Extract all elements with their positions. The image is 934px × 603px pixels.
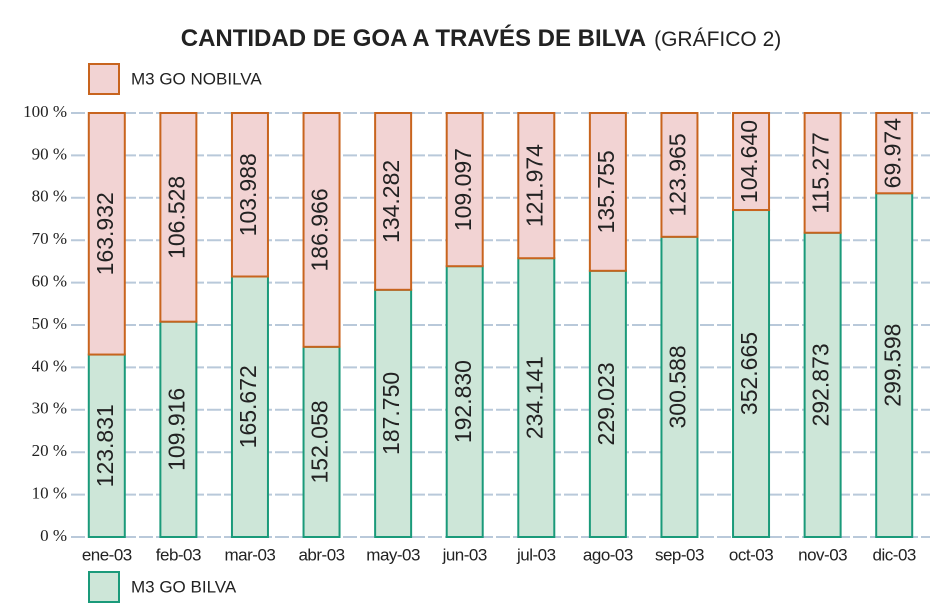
value-label: 121.974	[521, 144, 547, 227]
x-tick-label: abr-03	[298, 545, 344, 564]
value-label: 352.665	[736, 332, 762, 415]
value-label: 165.672	[235, 365, 261, 448]
value-label: 109.916	[163, 388, 189, 471]
value-label: 187.750	[378, 372, 404, 455]
legend-label: M3 GO BILVA	[131, 577, 237, 596]
bar-segment	[230, 112, 269, 278]
x-tick-label: oct-03	[729, 545, 773, 564]
bar-segment	[875, 112, 914, 195]
chart-title: CANTIDAD DE GOA A TRAVÉS DE BILVA	[181, 24, 646, 52]
x-tick-label: nov-03	[798, 545, 847, 564]
value-label: 109.097	[450, 148, 476, 231]
chart-subtitle: (GRÁFICO 2)	[654, 28, 781, 51]
legend-label: M3 GO NOBILVA	[131, 69, 262, 88]
value-label: 106.528	[163, 176, 189, 259]
x-tick-label: ago-03	[583, 545, 633, 564]
y-tick-label: 80 %	[32, 187, 67, 206]
value-label: 134.282	[378, 160, 404, 243]
chart-title-group: CANTIDAD DE GOA A TRAVÉS DE BILVA (GRÁFIC…	[181, 24, 782, 52]
legend-swatch	[88, 63, 120, 95]
bar-segment	[517, 257, 556, 538]
x-tick-label: sep-03	[655, 545, 704, 564]
value-label: 163.932	[92, 192, 118, 275]
bar-segment	[588, 269, 627, 538]
bar-segment	[875, 192, 914, 538]
bar-segment	[732, 112, 771, 212]
value-label: 192.830	[450, 360, 476, 443]
bar-segment	[517, 112, 556, 260]
x-tick-label: dic-03	[873, 545, 916, 564]
y-tick-label: 40 %	[32, 356, 67, 375]
y-tick-label: 20 %	[32, 441, 67, 460]
bar-segment	[302, 112, 341, 348]
bar-segment	[87, 112, 126, 356]
bar-segment	[374, 112, 413, 291]
value-label: 123.965	[665, 133, 691, 216]
y-tick-label: 60 %	[32, 272, 67, 291]
value-label: 152.058	[307, 400, 333, 483]
bar-segment	[588, 112, 627, 272]
y-tick-label: 50 %	[32, 314, 67, 333]
value-label: 300.588	[665, 345, 691, 428]
value-label: 135.755	[593, 150, 619, 233]
x-tick-label: jun-03	[442, 545, 487, 564]
x-tick-label: feb-03	[156, 545, 201, 564]
bar-segment	[732, 209, 771, 538]
value-label: 69.974	[879, 118, 905, 189]
bar-segment	[660, 112, 699, 238]
value-label: 115.277	[808, 132, 834, 213]
value-label: 234.141	[521, 356, 547, 439]
x-tick-label: ene-03	[82, 545, 132, 564]
bar-segment	[445, 265, 484, 538]
x-tick-label: jul-03	[516, 545, 556, 564]
value-label: 299.598	[879, 324, 905, 407]
y-tick-label: 30 %	[32, 399, 67, 418]
value-label: 229.023	[593, 362, 619, 445]
bar-segment	[159, 320, 198, 538]
value-label: 103.988	[235, 153, 261, 236]
value-label: 186.966	[307, 188, 333, 271]
y-tick-label: 90 %	[32, 144, 67, 163]
bar-segment	[445, 112, 484, 268]
y-tick-label: 100 %	[23, 102, 67, 121]
value-label: 123.831	[92, 404, 118, 487]
bar-segment	[803, 112, 842, 234]
bar-segment	[87, 353, 126, 538]
value-label: 104.640	[736, 120, 762, 203]
bar-segment	[230, 275, 269, 538]
bar-segment	[159, 112, 198, 323]
y-tick-label: 10 %	[32, 484, 67, 503]
y-tick-label: 0 %	[40, 526, 67, 545]
value-label: 292.873	[808, 343, 834, 426]
y-tick-label: 70 %	[32, 229, 67, 248]
legend-swatch	[88, 571, 120, 603]
x-tick-label: may-03	[366, 545, 420, 564]
x-tick-label: mar-03	[225, 545, 276, 564]
